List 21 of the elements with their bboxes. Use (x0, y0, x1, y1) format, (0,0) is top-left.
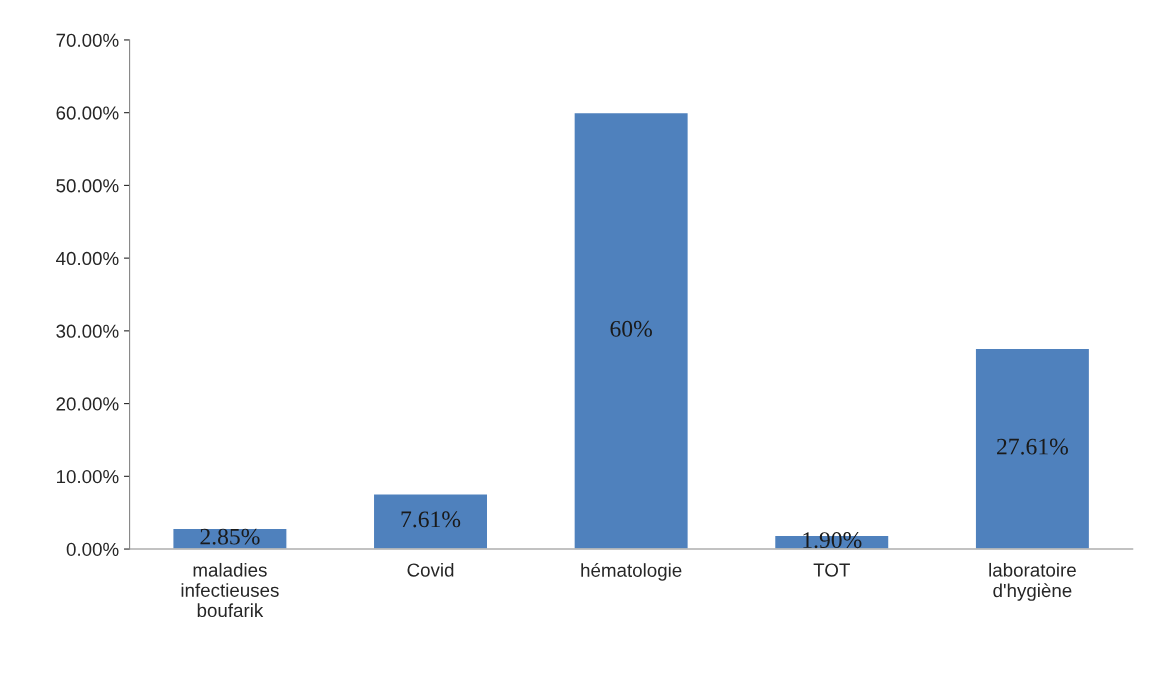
y-tick-label: 10.00% (57, 470, 119, 484)
data-label: 7.61% (401, 511, 461, 528)
y-tick-label: 20.00% (56, 397, 119, 411)
bar (573, 111, 690, 550)
bar (372, 493, 489, 550)
y-tick-label: 40.00% (56, 251, 119, 266)
y-tick-label: 30.00% (56, 324, 119, 338)
data-label: 60% (610, 320, 652, 337)
x-tick-label: Covid (407, 562, 454, 577)
y-tick-label: 70.00% (56, 33, 119, 47)
data-label: 27.61% (997, 438, 1068, 455)
y-tick-label: 0.00% (66, 542, 119, 557)
data-label: 1.90% (803, 532, 862, 549)
x-tick-label: laboratoire d'hygiène (989, 562, 1076, 601)
bar (974, 347, 1091, 550)
y-tick-label: 50.00% (56, 179, 119, 193)
x-tick-label: maladies infectieuses boufarik (181, 562, 279, 618)
x-tick-label: TOT (813, 563, 850, 577)
x-tick-label: hématologie (581, 562, 682, 581)
data-label: 2.85% (200, 528, 260, 545)
y-tick-label: 60.00% (56, 106, 119, 120)
